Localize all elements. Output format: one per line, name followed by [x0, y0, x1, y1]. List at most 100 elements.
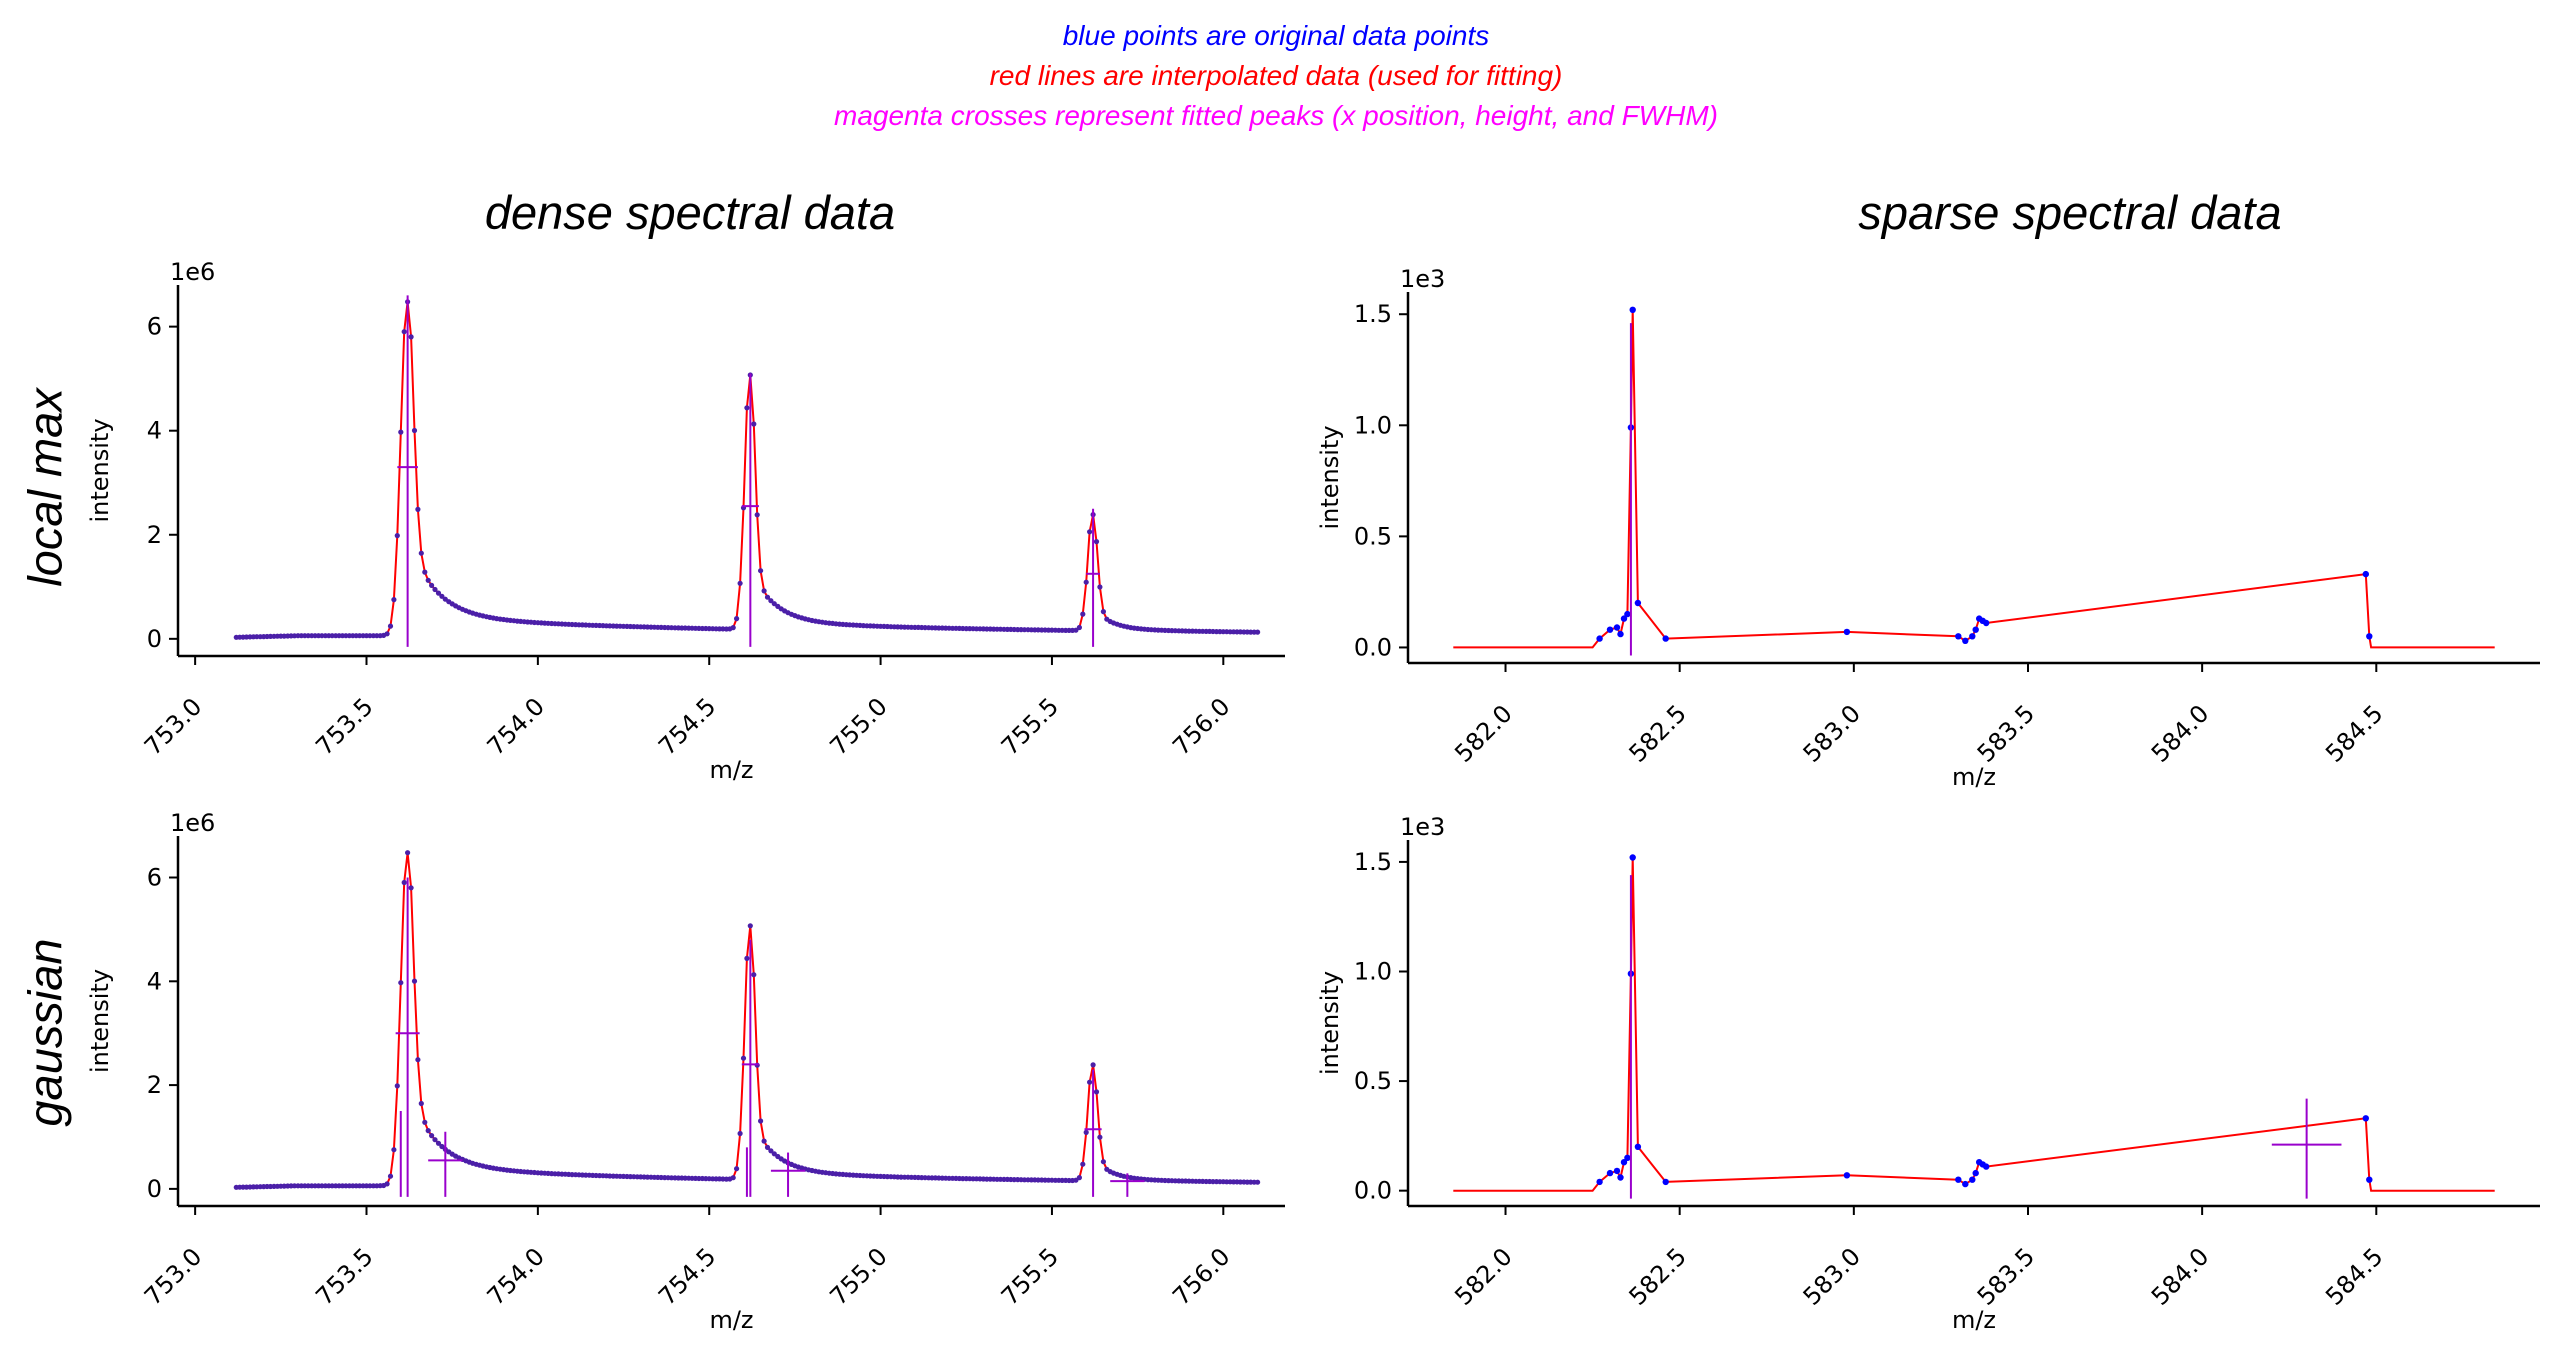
panel-dense-gaussian: 753.0 753.5 754.0 754.5 755.0 755.5 756.0 0 2 4 61… — [86, 809, 1285, 1334]
data-point — [1097, 584, 1103, 590]
data-point — [1629, 306, 1636, 313]
y-tick-label: 0.0 — [1354, 633, 1392, 661]
data-point — [432, 586, 438, 593]
x-tick-label: 584.5 — [2320, 699, 2388, 767]
data-point — [761, 1138, 767, 1144]
interpolated-line — [1453, 857, 2495, 1192]
data-point — [744, 405, 750, 411]
data-point — [439, 593, 445, 599]
data-point — [1634, 599, 1642, 607]
data-point — [429, 1133, 435, 1139]
y-tick-label: 4 — [147, 417, 162, 445]
data-point — [411, 978, 418, 984]
data-point — [405, 850, 411, 856]
data-point — [1596, 1178, 1603, 1186]
interpolated-line — [1453, 309, 2495, 649]
data-point — [1080, 1161, 1086, 1167]
data-point — [391, 1147, 397, 1153]
x-tick-label: 584.5 — [2320, 1242, 2388, 1310]
x-tick-label: 753.0 — [139, 692, 207, 760]
data-point — [1972, 1169, 1979, 1177]
y-tick-label: 0.5 — [1354, 522, 1392, 550]
data-point — [1613, 624, 1621, 631]
data-point — [1620, 1159, 1628, 1166]
data-point — [1596, 635, 1603, 642]
data-point — [425, 1128, 431, 1134]
data-point — [761, 588, 767, 594]
data-point — [411, 427, 418, 434]
data-point — [1955, 633, 1962, 640]
y-scale-label: 1e6 — [170, 258, 215, 286]
data-point — [1255, 1179, 1261, 1185]
data-point — [1073, 627, 1079, 633]
x-tick-label: 756.0 — [1167, 692, 1235, 760]
data-point — [1100, 1159, 1106, 1165]
data-point — [1613, 1167, 1621, 1175]
data-point — [1969, 633, 1976, 640]
data-point — [764, 594, 771, 600]
data-point — [2362, 570, 2369, 578]
data-point — [384, 631, 390, 637]
data-point — [771, 1151, 777, 1157]
note-blue-points: blue points are original data points — [1062, 20, 1490, 51]
data-point — [751, 421, 757, 427]
data-point — [737, 580, 743, 586]
data-point — [432, 1137, 438, 1143]
data-point — [1662, 1178, 1669, 1186]
data-point — [1662, 635, 1669, 642]
y-scale-label: 1e3 — [1400, 813, 1445, 841]
data-point — [435, 590, 442, 596]
y-tick-label: 0.5 — [1354, 1067, 1392, 1095]
data-point — [422, 1119, 428, 1125]
data-point — [387, 623, 394, 629]
x-axis-label: m/z — [1952, 763, 1996, 791]
data-point — [1962, 637, 1969, 644]
data-point — [394, 533, 400, 539]
data-point — [2362, 1115, 2369, 1122]
x-axis-label: m/z — [709, 756, 753, 784]
data-point — [1100, 609, 1106, 615]
y-tick-label: 0.0 — [1354, 1177, 1392, 1205]
data-point — [730, 625, 736, 631]
data-point — [1624, 610, 1631, 618]
y-tick-label: 4 — [147, 967, 162, 995]
data-point — [1606, 626, 1614, 633]
data-point — [1624, 1154, 1631, 1162]
data-point — [1093, 539, 1100, 545]
y-axis-label: intensity — [86, 969, 114, 1073]
data-point — [1093, 1089, 1100, 1095]
data-point — [1843, 1172, 1851, 1179]
data-point — [730, 1175, 736, 1181]
data-point — [1617, 630, 1624, 638]
y-tick-label: 1.5 — [1354, 300, 1392, 328]
note-red-lines: red lines are interpolated data (used fo… — [989, 60, 1563, 91]
data-point — [1083, 579, 1089, 585]
y-tick-label: 0 — [147, 1175, 162, 1203]
x-tick-label: 583.0 — [1798, 1242, 1866, 1310]
data-point — [1629, 854, 1636, 861]
data-point — [1087, 529, 1093, 535]
x-axis-label: m/z — [709, 1306, 753, 1334]
data-point — [418, 550, 424, 556]
x-tick-label: 756.0 — [1167, 1242, 1235, 1310]
x-tick-label: 753.0 — [139, 1242, 207, 1310]
data-point — [415, 506, 421, 512]
data-point — [1972, 626, 1979, 633]
data-point — [391, 597, 397, 603]
column-title-sparse: sparse spectral data — [1858, 186, 2282, 239]
data-point — [1606, 1169, 1614, 1177]
y-tick-label: 1.0 — [1354, 411, 1392, 439]
data-point — [1255, 629, 1261, 635]
data-point — [744, 955, 750, 962]
x-tick-label: 754.0 — [482, 692, 550, 760]
data-point — [1620, 615, 1628, 622]
note-magenta-crosses: magenta crosses represent fitted peaks (… — [834, 100, 1718, 131]
y-axis-label: intensity — [1316, 425, 1344, 529]
x-tick-label: 583.5 — [1972, 1242, 2040, 1310]
data-point — [758, 1118, 764, 1124]
data-point — [737, 1130, 743, 1137]
data-point — [398, 429, 404, 435]
x-tick-label: 584.0 — [2146, 699, 2214, 767]
data-point — [740, 1055, 747, 1061]
x-tick-label: 582.5 — [1624, 1242, 1692, 1310]
